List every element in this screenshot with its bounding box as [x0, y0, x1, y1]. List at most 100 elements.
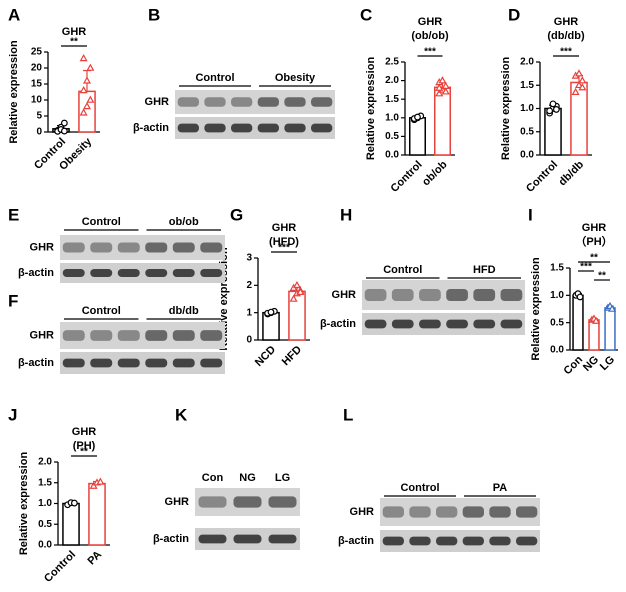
blot-band	[419, 319, 441, 329]
data-point	[79, 85, 88, 94]
blot-band	[409, 506, 431, 518]
blot-band	[90, 330, 113, 341]
y-tick-label: 1.0	[38, 498, 52, 509]
panel-letter: K	[175, 405, 188, 424]
blot-band	[446, 289, 468, 301]
panel-letter: B	[148, 5, 160, 24]
y-tick-label: 1.5	[520, 80, 534, 91]
panel-letter: I	[528, 205, 533, 224]
panel-letter: G	[230, 205, 243, 224]
significance-label: ***	[580, 262, 592, 273]
panel-letter: E	[8, 205, 19, 224]
blot-background	[60, 263, 225, 283]
blot-band	[257, 123, 279, 133]
y-axis-label: Relative expression	[500, 57, 512, 161]
blot-band	[233, 496, 262, 508]
blot-band	[516, 536, 538, 546]
blot-background	[60, 322, 225, 349]
x-tick-label: Control	[42, 549, 78, 585]
blot-band	[90, 242, 113, 253]
significance-label: **	[70, 37, 78, 48]
data-point	[86, 63, 95, 71]
group-label: db/db	[169, 305, 199, 317]
lane-label: NG	[239, 472, 256, 484]
data-point	[574, 80, 584, 89]
y-tick-label: 2.5	[385, 57, 399, 68]
row-label: β-actin	[338, 535, 374, 547]
bar	[588, 319, 600, 351]
bar	[604, 307, 616, 351]
group-label: HFD	[473, 264, 496, 276]
group-label: Control	[195, 72, 234, 84]
y-tick-label: 1.5	[550, 263, 564, 274]
lane-label: Con	[202, 472, 224, 484]
blot-band	[489, 506, 511, 518]
blot-band	[198, 534, 227, 544]
chart-title: GHR	[418, 16, 443, 28]
row-label: GHR	[165, 496, 190, 508]
group-label: ob/ob	[169, 216, 199, 228]
group-label: Control	[400, 482, 439, 494]
significance-label: ***	[560, 47, 572, 58]
blot-band	[177, 123, 199, 133]
blot-band	[62, 330, 85, 341]
data-point	[435, 83, 444, 91]
x-tick-label: NCD	[253, 344, 278, 369]
blot-band	[90, 269, 113, 277]
blot-background	[380, 498, 540, 526]
data-point	[70, 499, 78, 507]
group-label: Control	[82, 216, 121, 228]
chart-title: GHR	[582, 222, 607, 234]
blot-band	[462, 536, 484, 546]
blot-band	[198, 496, 227, 508]
blot-band	[117, 330, 140, 341]
blot-band	[516, 506, 538, 518]
bar	[409, 117, 426, 156]
significance-label: ***	[278, 243, 290, 254]
y-tick-label: 15	[31, 79, 43, 90]
blot-band	[200, 242, 223, 253]
bar	[572, 294, 584, 351]
blot-band	[391, 289, 414, 301]
blot-band	[145, 242, 168, 253]
blot-band	[364, 289, 387, 301]
significance-label: ***	[424, 47, 436, 58]
panel-letter: D	[508, 5, 520, 24]
data-point	[86, 95, 95, 103]
y-tick-label: 25	[31, 47, 43, 58]
blot-background	[175, 90, 335, 114]
blot-band	[382, 536, 404, 546]
data-point	[441, 87, 450, 95]
y-tick-label: 0	[36, 127, 42, 138]
blot-band	[62, 358, 85, 368]
row-label: β-actin	[18, 357, 54, 369]
blot-band	[200, 358, 223, 368]
x-tick-label: ob/ob	[420, 158, 450, 188]
data-point	[79, 53, 88, 62]
blot-band	[172, 330, 195, 341]
blot-band	[391, 319, 414, 329]
row-label: β-actin	[320, 318, 356, 330]
blot-band	[90, 358, 113, 368]
blot-background	[380, 530, 540, 552]
y-tick-label: 2.0	[385, 75, 399, 86]
y-tick-label: 2	[246, 280, 252, 291]
chart-title: GHR	[72, 426, 97, 438]
significance-label: **	[80, 447, 88, 458]
data-point	[89, 481, 98, 489]
data-point	[267, 308, 275, 316]
blot-band	[177, 97, 199, 107]
chart-title: GHR	[272, 222, 297, 234]
data-point	[578, 83, 587, 91]
blot-band	[500, 319, 523, 329]
blot-band	[268, 496, 297, 508]
blot-band	[172, 358, 195, 368]
bar	[88, 482, 106, 546]
y-tick-label: 0.5	[520, 126, 534, 137]
x-tick-label: HFD	[280, 344, 305, 369]
blot-band	[117, 358, 140, 368]
bar	[78, 90, 96, 133]
data-point	[79, 108, 88, 116]
y-tick-label: 2.0	[38, 457, 52, 468]
blot-band	[117, 269, 140, 277]
